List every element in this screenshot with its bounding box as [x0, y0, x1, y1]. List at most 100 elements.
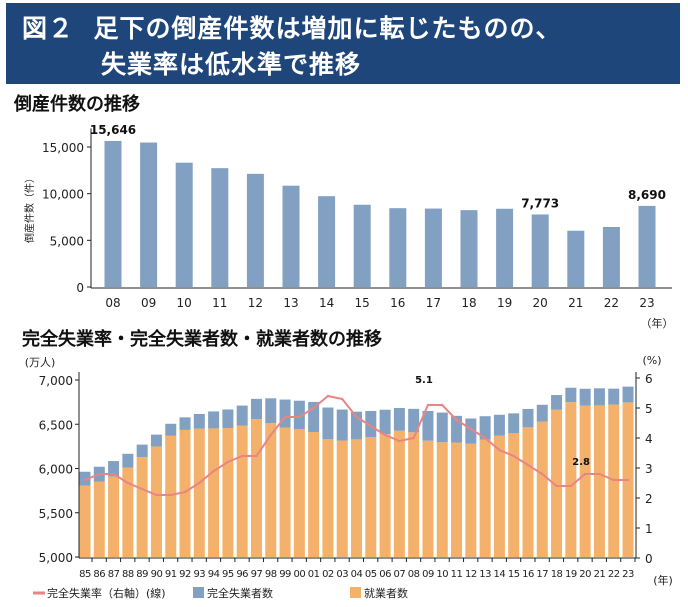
- bar-16: [389, 208, 407, 287]
- x-tick-label: 11: [451, 569, 463, 580]
- unemployed-bar-05: [365, 410, 377, 437]
- left-y-tick-label: 6,000: [39, 463, 73, 477]
- right-y-tick-label: 4: [645, 432, 653, 446]
- y-tick-label: 0: [76, 281, 84, 295]
- unemployed-bar-14: [493, 414, 505, 436]
- rate-point-18: [555, 484, 558, 488]
- employed-bar-91: [165, 435, 177, 557]
- bar-23: [638, 205, 656, 287]
- unemployed-bar-17: [536, 404, 548, 422]
- data-label-20: 7,773: [521, 196, 559, 210]
- right-y-tick-label: 1: [645, 522, 653, 536]
- unemployed-bar-19: [565, 387, 577, 403]
- rate-label-20: 2.8: [572, 457, 590, 468]
- employed-bar-97: [250, 419, 262, 557]
- right-y-tick-label: 3: [645, 462, 653, 476]
- rate-point-94: [212, 469, 215, 473]
- employed-bar-07: [393, 430, 405, 557]
- unemployed-bar-06: [379, 409, 391, 435]
- rate-point-90: [155, 493, 158, 497]
- employed-bar-89: [136, 457, 148, 557]
- x-tick-label: 10: [436, 569, 448, 580]
- x-tick-label: 17: [536, 569, 548, 580]
- rate-point-89: [140, 487, 144, 491]
- y-tick-label: 15,000: [42, 141, 84, 155]
- x-tick-label: 11: [212, 296, 227, 310]
- unemployed-bar-18: [551, 395, 563, 410]
- rate-point-14: [498, 448, 501, 452]
- figure-title-line1: 図２ 足下の倒産件数は増加に転じたものの、: [22, 14, 562, 43]
- rate-point-96: [240, 454, 244, 458]
- x-tick-label: 21: [568, 296, 583, 310]
- employed-bar-01: [308, 432, 320, 557]
- unemployed-bar-88: [122, 453, 134, 468]
- rate-point-97: [255, 454, 258, 458]
- left-y-tick-label: 6,500: [39, 418, 73, 432]
- legend-unemployed-label: 完全失業者数: [207, 586, 273, 600]
- employment-chart-title: 完全失業率・完全失業者数・就業者数の推移: [22, 329, 382, 350]
- employed-bar-93: [193, 428, 205, 557]
- legend-employed-swatch: [350, 587, 361, 598]
- employed-bar-02: [322, 439, 334, 557]
- rate-point-19: [569, 484, 573, 488]
- rate-point-15: [512, 454, 515, 458]
- left-y-tick-label: 5,000: [39, 551, 73, 565]
- unemployed-bar-87: [108, 461, 120, 477]
- x-tick-label: 09: [141, 296, 156, 310]
- rate-label-09: 5.1: [415, 375, 433, 386]
- employed-bar-94: [208, 428, 220, 557]
- employed-bar-18: [551, 409, 563, 557]
- unemployed-bar-21: [593, 388, 605, 406]
- employed-bar-03: [336, 440, 348, 557]
- x-tick-label: 08: [408, 569, 420, 580]
- rate-point-13: [483, 436, 487, 440]
- x-axis-unit-2: (年): [653, 573, 673, 587]
- x-tick-label: 19: [497, 296, 512, 310]
- x-tick-label: 08: [105, 296, 120, 310]
- bar-21: [567, 230, 585, 287]
- unemployed-bar-12: [465, 418, 477, 444]
- bar-15: [353, 204, 371, 287]
- x-tick-label: 85: [79, 569, 91, 580]
- rate-point-12: [469, 427, 473, 431]
- bar-22: [602, 227, 620, 287]
- x-tick-label: 03: [336, 569, 348, 580]
- x-tick-label: 88: [122, 569, 134, 580]
- rate-point-03: [341, 397, 344, 401]
- x-tick-label: 12: [248, 296, 263, 310]
- unemployed-bar-99: [279, 399, 291, 428]
- bar-14: [318, 196, 336, 287]
- unemployed-bar-98: [265, 398, 277, 424]
- unemployed-bar-92: [179, 417, 191, 430]
- rate-point-10: [441, 403, 444, 407]
- bar-18: [460, 210, 478, 287]
- rate-point-05: [369, 424, 372, 428]
- employed-bar-95: [222, 428, 234, 557]
- rate-point-07: [398, 439, 401, 443]
- rate-point-85: [83, 478, 87, 482]
- employed-bar-12: [465, 443, 477, 557]
- x-tick-label: 00: [293, 569, 305, 580]
- bankruptcy-chart-title: 倒産件数の推移: [14, 94, 140, 115]
- x-tick-label: 16: [390, 296, 405, 310]
- employed-bar-11: [451, 442, 463, 557]
- legend-employed-label: 就業者数: [364, 586, 408, 600]
- unemployed-bar-10: [436, 412, 448, 443]
- employed-bar-16: [522, 427, 534, 557]
- unemployed-bar-20: [579, 388, 591, 406]
- figure-title-line2: 失業率は低水準で推移: [101, 50, 362, 79]
- employed-bar-10: [436, 442, 448, 557]
- employed-bar-00: [293, 429, 305, 557]
- x-tick-label: 91: [165, 569, 177, 580]
- employed-bar-14: [493, 435, 505, 557]
- x-tick-label: 95: [222, 569, 234, 580]
- employed-bar-19: [565, 402, 577, 557]
- x-tick-label: 22: [608, 569, 620, 580]
- data-label-08: 15,646: [90, 123, 136, 137]
- unemployed-bar-13: [479, 416, 491, 440]
- x-tick-label: 20: [533, 296, 548, 310]
- x-tick-label: 15: [355, 296, 370, 310]
- bar-11: [211, 168, 229, 287]
- employed-bar-05: [365, 436, 377, 557]
